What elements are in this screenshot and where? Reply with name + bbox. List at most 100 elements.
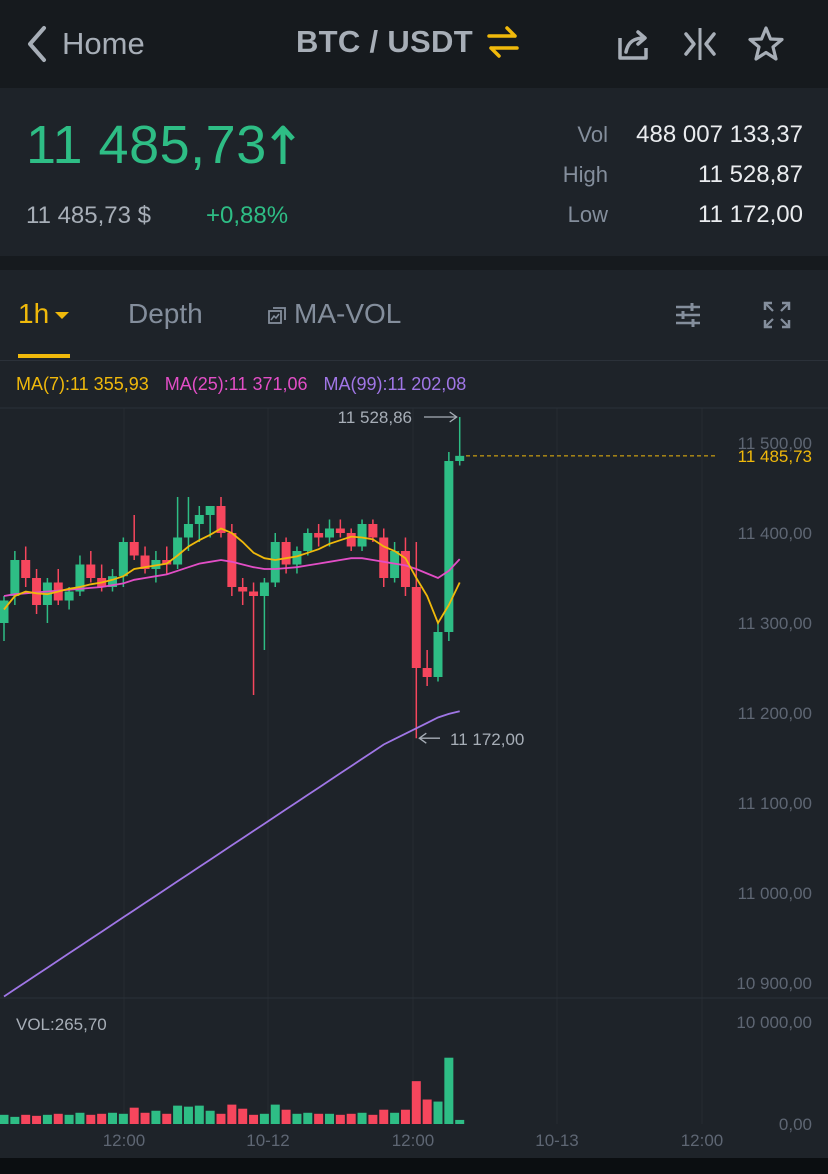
time-axis-label: 12:00 [392, 1131, 435, 1150]
volume-bar [270, 1104, 280, 1124]
favorite-button[interactable] [746, 24, 786, 64]
candle-body [303, 533, 313, 551]
price-axis-label: 11 200,00 [738, 704, 812, 723]
chart-settings-button[interactable] [673, 300, 703, 330]
min-marker-label: 11 172,00 [450, 730, 524, 749]
price-axis-label: 11 400,00 [738, 524, 812, 543]
candle-body [140, 555, 150, 569]
volume-bar [0, 1114, 9, 1124]
pair-label: BTC / USDT [296, 24, 473, 59]
back-button[interactable]: Home [24, 22, 145, 66]
candle-body [75, 564, 85, 592]
high-label: High [562, 162, 608, 187]
candle-body [455, 455, 465, 461]
volume-bar [433, 1101, 443, 1124]
volume-bar [325, 1113, 334, 1124]
candle-body [368, 524, 378, 538]
candle-body [314, 533, 324, 538]
candle-body [281, 542, 291, 565]
ma99-line [3, 710, 460, 998]
volume-bar [118, 1113, 128, 1124]
volume-label: VOL:265,70 [16, 1015, 107, 1034]
volume-bar [86, 1114, 96, 1124]
candle-body [86, 564, 96, 578]
volume-bar [400, 1109, 410, 1124]
star-icon [748, 26, 784, 61]
tab-depth[interactable]: Depth [128, 298, 203, 329]
volume-bar [151, 1110, 161, 1124]
candle-body [118, 542, 128, 577]
share-button[interactable] [614, 24, 654, 64]
volume-bar [422, 1099, 432, 1124]
volume-bar [411, 1081, 421, 1124]
top-bar: Home BTC / USDT [0, 0, 828, 88]
volume-bar [368, 1114, 378, 1124]
ma25-value: MA(25):11 371,06 [164, 374, 308, 394]
chart-panel: 1h Depth MA-VOL [0, 270, 828, 1158]
candle-body [411, 587, 421, 668]
vol-value: 488 007 133,37 [636, 121, 803, 148]
compare-icon [684, 28, 716, 60]
fullscreen-button[interactable] [762, 300, 792, 330]
tab-interval[interactable]: 1h [18, 298, 70, 330]
tab-indicator[interactable]: MA-VOL [268, 298, 401, 330]
last-price-label: 11 485,73 [738, 447, 812, 466]
tab-underline [18, 354, 70, 358]
volume-bar [281, 1109, 291, 1124]
vol-label: Vol [577, 122, 608, 147]
pair-selector[interactable]: BTC / USDT [296, 24, 521, 60]
last-price: 11 485,73 [26, 115, 267, 175]
volume-bar [42, 1114, 52, 1124]
volume-bar [129, 1107, 139, 1124]
candle-body [64, 591, 74, 601]
volume-bar [21, 1114, 31, 1124]
volume-bar [194, 1105, 204, 1124]
swap-arrows-icon [487, 26, 519, 58]
settings-sliders-icon [676, 303, 700, 327]
price-axis-label: 10 900,00 [736, 974, 812, 993]
volume-bar [303, 1112, 313, 1124]
interval-label: 1h [18, 298, 50, 329]
volume-bar [335, 1114, 345, 1124]
candle-body [292, 551, 302, 565]
candle-body [357, 524, 367, 547]
price-axis-label: 11 000,00 [738, 884, 812, 903]
ma99-value: MA(99):11 202,08 [323, 374, 467, 394]
volume-bar [108, 1112, 117, 1124]
volume-bar [390, 1112, 400, 1124]
low-label: Low [567, 202, 608, 227]
compare-button[interactable] [680, 24, 720, 64]
candle-body [0, 600, 9, 623]
ma25-line [3, 557, 461, 597]
volume-bar [292, 1113, 302, 1124]
candle-body [325, 528, 334, 538]
fullscreen-icon [763, 301, 791, 329]
candle-body [259, 582, 269, 596]
price-axis-label: 11 300,00 [738, 614, 812, 633]
candle-body [10, 560, 20, 596]
back-label: Home [62, 26, 145, 61]
candle-body [227, 533, 237, 587]
volume-bar [444, 1057, 454, 1124]
candle-body [162, 560, 172, 565]
time-axis-label: 10-13 [535, 1131, 578, 1150]
chevron-left-icon [28, 26, 46, 62]
volume-bar [455, 1119, 465, 1124]
price-axis-label: 11 500,00 [738, 434, 812, 453]
volume-axis-label: 10 000,00 [736, 1013, 812, 1032]
candle-body [108, 576, 117, 587]
time-axis-label: 10-12 [246, 1131, 289, 1150]
volume-bar [53, 1113, 63, 1124]
chevron-down-icon [55, 312, 70, 320]
volume-bar [259, 1113, 269, 1124]
candle-body [249, 591, 259, 596]
candle-body [183, 524, 193, 538]
time-axis-label: 12:00 [681, 1131, 724, 1150]
candle-body [270, 542, 280, 583]
candle-body [346, 533, 356, 547]
volume-bar [216, 1113, 226, 1124]
candle-body [422, 668, 432, 677]
candle-body [444, 461, 454, 632]
volume-bar [238, 1108, 248, 1124]
